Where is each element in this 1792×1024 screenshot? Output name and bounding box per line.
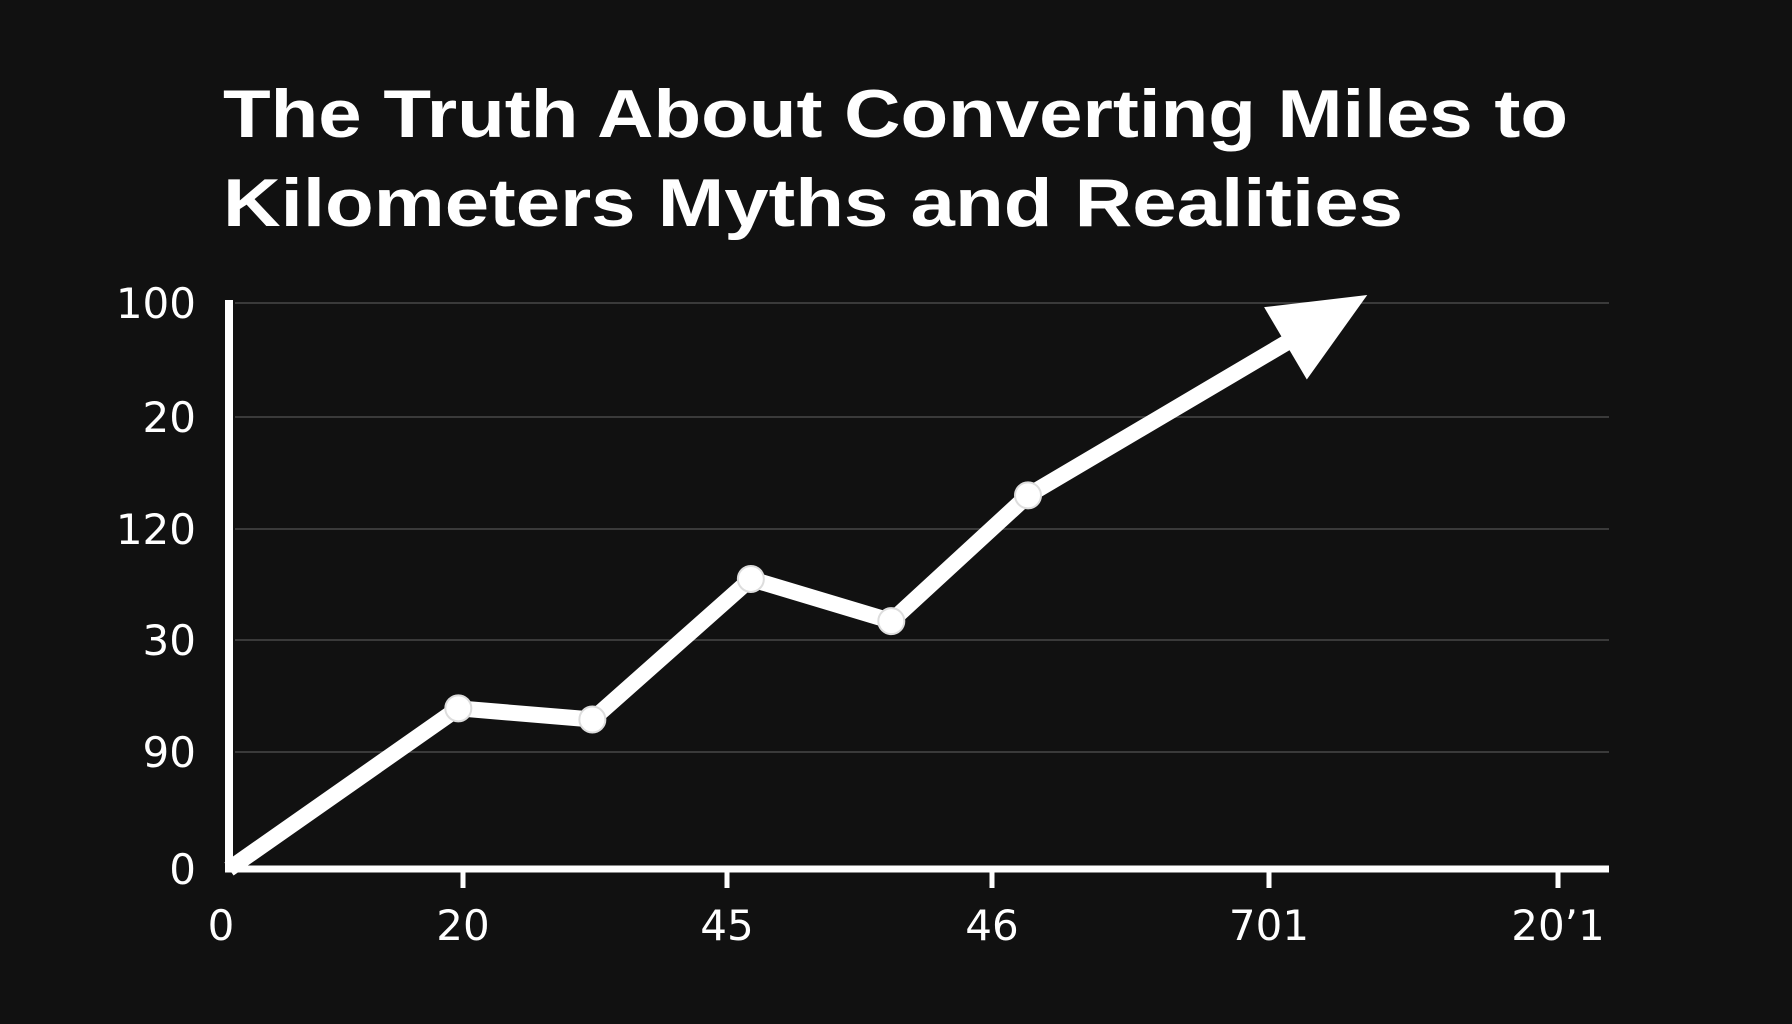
data-point (736, 564, 765, 593)
x-tick-label: 46 (965, 901, 1018, 950)
data-point (444, 694, 473, 723)
x-tick-label: 20 (436, 901, 489, 950)
arrowhead-icon (1264, 295, 1368, 380)
y-tick-label: 20 (143, 393, 196, 442)
y-tick-label: 100 (116, 279, 196, 328)
chart-title-line-1: The Truth About Converting Miles to (223, 76, 1568, 152)
data-point (578, 705, 607, 734)
data-point (877, 607, 906, 636)
y-tick-label: 90 (143, 728, 196, 777)
gridlines (235, 302, 1609, 753)
y-tick-labels: 0 90 30 120 20 100 (116, 279, 196, 894)
x-tick-label: 701 (1229, 901, 1309, 950)
data-point (1014, 481, 1043, 510)
chart-title-line-2: Kilometers Myths and Realities (223, 165, 1403, 241)
y-tick-label: 30 (143, 616, 196, 665)
x-tick-label: 45 (700, 901, 753, 950)
x-tick-label: 0 (208, 901, 235, 950)
y-tick-label: 0 (169, 845, 196, 894)
series-line (224, 295, 1368, 876)
x-tick-labels: 0 20 45 46 701 20ʼ1 (208, 869, 1605, 950)
x-tick-label: 20ʼ1 (1511, 901, 1605, 950)
y-tick-label: 120 (116, 505, 196, 554)
